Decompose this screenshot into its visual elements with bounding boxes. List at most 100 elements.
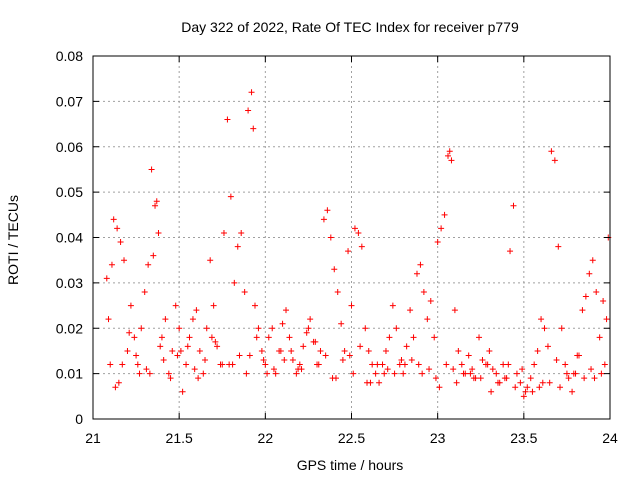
data-point: [195, 375, 202, 382]
y-tick-label: 0.06: [56, 139, 83, 155]
data-point: [327, 234, 334, 241]
data-point: [202, 357, 209, 364]
data-point: [598, 370, 605, 377]
data-point: [563, 370, 570, 377]
data-point: [396, 361, 403, 368]
data-point: [501, 375, 508, 382]
data-point: [260, 357, 267, 364]
data-point: [324, 207, 331, 214]
data-point: [544, 343, 551, 350]
data-point: [152, 202, 159, 209]
data-point: [519, 366, 526, 373]
axis-ticks: [92, 55, 611, 420]
chart-title: Day 322 of 2022, Rate Of TEC Index for r…: [181, 19, 519, 35]
data-point: [203, 325, 210, 332]
data-point: [589, 257, 596, 264]
data-point: [398, 357, 405, 364]
x-tick-label: 22: [258, 430, 274, 446]
data-point: [258, 347, 265, 354]
data-point: [317, 347, 324, 354]
data-point: [207, 257, 214, 264]
data-point: [562, 361, 569, 368]
data-point: [189, 316, 196, 323]
data-point: [269, 325, 276, 332]
data-point: [200, 370, 207, 377]
data-point: [196, 347, 203, 354]
data-point: [531, 361, 538, 368]
data-point: [494, 379, 501, 386]
data-point: [415, 361, 422, 368]
data-point: [236, 352, 243, 359]
data-point: [146, 370, 153, 377]
data-point: [283, 307, 290, 314]
data-point: [384, 366, 391, 373]
data-point: [536, 384, 543, 391]
data-point: [426, 366, 433, 373]
data-point: [231, 279, 238, 286]
data-point: [455, 347, 462, 354]
data-point: [253, 334, 260, 341]
data-point: [191, 366, 198, 373]
data-point: [539, 379, 546, 386]
data-point: [150, 252, 157, 259]
data-point: [565, 375, 572, 382]
data-point: [403, 343, 410, 350]
data-point: [443, 361, 450, 368]
data-point: [476, 334, 483, 341]
data-point: [376, 379, 383, 386]
data-point: [534, 347, 541, 354]
y-tick-label: 0: [75, 411, 83, 427]
data-point: [574, 352, 581, 359]
data-point: [307, 316, 314, 323]
data-point: [346, 352, 353, 359]
data-point: [355, 229, 362, 236]
data-point: [281, 357, 288, 364]
data-point: [432, 375, 439, 382]
data-point: [186, 334, 193, 341]
data-point: [224, 116, 231, 123]
data-point: [157, 343, 164, 350]
data-point: [445, 152, 452, 159]
data-point: [488, 388, 495, 395]
data-point: [110, 216, 117, 223]
data-point: [183, 361, 190, 368]
data-point: [131, 334, 138, 341]
data-point: [220, 229, 227, 236]
data-point: [548, 148, 555, 155]
data-point: [538, 316, 545, 323]
data-point: [208, 334, 215, 341]
data-point: [400, 370, 407, 377]
data-point: [126, 329, 133, 336]
data-point: [603, 316, 610, 323]
y-tick-label: 0.05: [56, 184, 83, 200]
data-point: [493, 370, 500, 377]
data-point: [467, 370, 474, 377]
data-point: [234, 243, 241, 250]
data-point: [431, 334, 438, 341]
data-point: [339, 357, 346, 364]
data-point: [438, 225, 445, 232]
data-point: [341, 347, 348, 354]
axis-tick-labels: 21 21.5 22 22.5 23 23.5 24 0 0.01 0.02 0.03 0.04 0.0…: [56, 48, 618, 446]
data-point: [265, 334, 272, 341]
data-point: [441, 211, 448, 218]
data-point: [555, 243, 562, 250]
data-point: [524, 384, 531, 391]
data-point: [351, 225, 358, 232]
data-point: [300, 343, 307, 350]
data-point: [553, 357, 560, 364]
data-point: [579, 307, 586, 314]
data-points: [103, 89, 612, 400]
data-point: [320, 216, 327, 223]
data-point: [500, 361, 507, 368]
data-point: [169, 347, 176, 354]
data-point: [450, 366, 457, 373]
data-point: [381, 370, 388, 377]
data-point: [177, 347, 184, 354]
x-tick-label: 22.5: [338, 430, 365, 446]
data-point: [489, 366, 496, 373]
data-point: [588, 366, 595, 373]
data-point: [145, 261, 152, 268]
data-point: [386, 334, 393, 341]
